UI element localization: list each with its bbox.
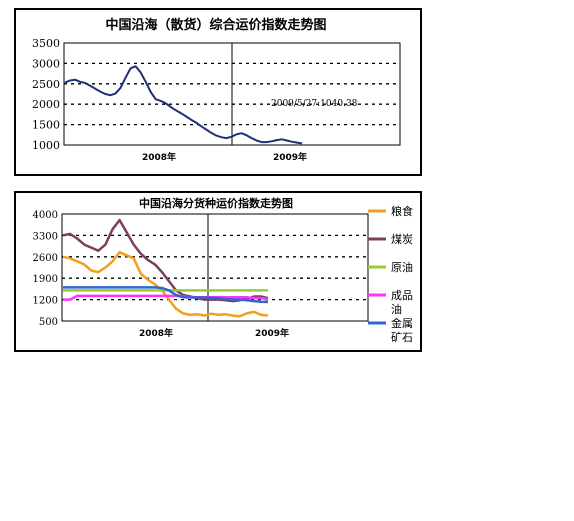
- x-axis-label-1: 2009年: [273, 151, 307, 163]
- y-tick-label-0: 3500: [32, 37, 60, 50]
- y-tick-label-5: 500: [39, 317, 58, 328]
- series-line-成品油: [63, 294, 269, 301]
- composite-index-chart: 中国沿海（散货）综合运价指数走势图 3500 3000 2500 2000 1500 100…: [32, 17, 401, 163]
- y-tick-label-0: 4000: [33, 210, 58, 221]
- cargo-type-index-chart: 中国沿海分货种运价指数走势图 4000 3300 2600 1900 1200 500 200…: [33, 196, 369, 339]
- series-line-煤炭: [62, 218, 269, 303]
- chart-title: 中国沿海（散货）综合运价指数走势图: [105, 17, 326, 33]
- legend-label-3: 成品油: [391, 289, 413, 316]
- data-annotation: 2009/5/27:1040.38: [271, 99, 358, 109]
- y-tick-label-3: 2000: [32, 98, 60, 111]
- y-tick-label-2: 2500: [32, 78, 60, 91]
- legend-label-2: 原油: [391, 260, 413, 274]
- chart-title: 中国沿海分货种运价指数走势图: [139, 196, 293, 210]
- legend-label-1: 煤炭: [391, 233, 413, 246]
- x-axis-label-0: 2008年: [142, 151, 176, 163]
- series-line-金属矿石: [63, 286, 269, 304]
- legend-label-4: 金属矿石: [391, 316, 413, 344]
- series-line-0: [64, 65, 303, 145]
- y-tick-label-2: 2600: [33, 253, 58, 264]
- legend-label-0: 粮食: [391, 204, 413, 218]
- x-axis-label-1: 2009年: [255, 327, 289, 339]
- y-tick-label-4: 1200: [33, 296, 58, 307]
- y-tick-label-4: 1500: [32, 119, 60, 132]
- cargo-type-index-chart-panel: 中国沿海分货种运价指数走势图 4000 3300 2600 1900 1200 500 200…: [14, 191, 422, 352]
- composite-index-chart-panel: 中国沿海（散货）综合运价指数走势图 3500 3000 2500 2000 1500 100…: [14, 8, 422, 176]
- x-axis-label-0: 2008年: [139, 327, 173, 339]
- plot-area: [61, 213, 369, 322]
- y-tick-label-5: 1000: [32, 139, 60, 152]
- y-tick-label-1: 3000: [32, 57, 60, 70]
- y-tick-label-1: 3300: [33, 231, 58, 242]
- y-tick-label-3: 1900: [33, 274, 58, 285]
